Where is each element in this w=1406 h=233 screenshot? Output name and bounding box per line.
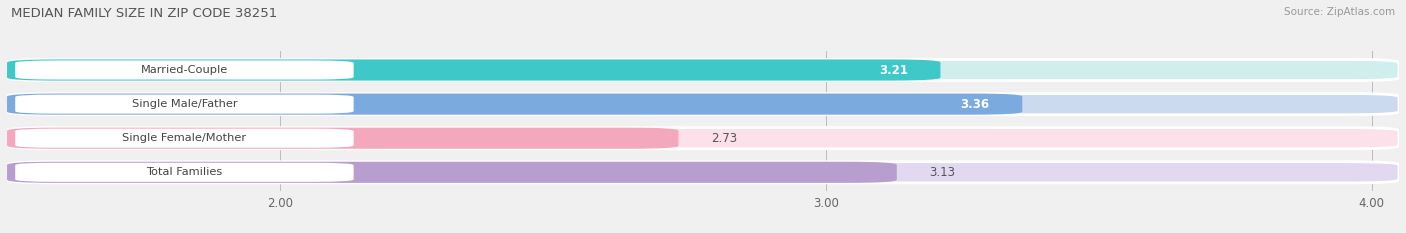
Text: Married-Couple: Married-Couple	[141, 65, 228, 75]
FancyBboxPatch shape	[7, 59, 1399, 81]
FancyBboxPatch shape	[15, 95, 354, 114]
FancyBboxPatch shape	[7, 93, 1399, 115]
Text: MEDIAN FAMILY SIZE IN ZIP CODE 38251: MEDIAN FAMILY SIZE IN ZIP CODE 38251	[11, 7, 277, 20]
Text: Total Families: Total Families	[146, 167, 222, 177]
FancyBboxPatch shape	[7, 59, 941, 81]
FancyBboxPatch shape	[15, 129, 354, 148]
Text: Single Male/Father: Single Male/Father	[132, 99, 238, 109]
Text: 3.36: 3.36	[960, 98, 990, 111]
Text: Source: ZipAtlas.com: Source: ZipAtlas.com	[1284, 7, 1395, 17]
FancyBboxPatch shape	[7, 128, 679, 149]
FancyBboxPatch shape	[15, 163, 354, 182]
FancyBboxPatch shape	[15, 61, 354, 79]
Text: Single Female/Mother: Single Female/Mother	[122, 133, 246, 143]
Text: 3.21: 3.21	[879, 64, 908, 76]
FancyBboxPatch shape	[7, 162, 897, 183]
FancyBboxPatch shape	[7, 128, 1399, 149]
Text: 3.13: 3.13	[929, 166, 956, 179]
Text: 2.73: 2.73	[711, 132, 737, 145]
FancyBboxPatch shape	[7, 162, 1399, 183]
FancyBboxPatch shape	[7, 93, 1022, 115]
